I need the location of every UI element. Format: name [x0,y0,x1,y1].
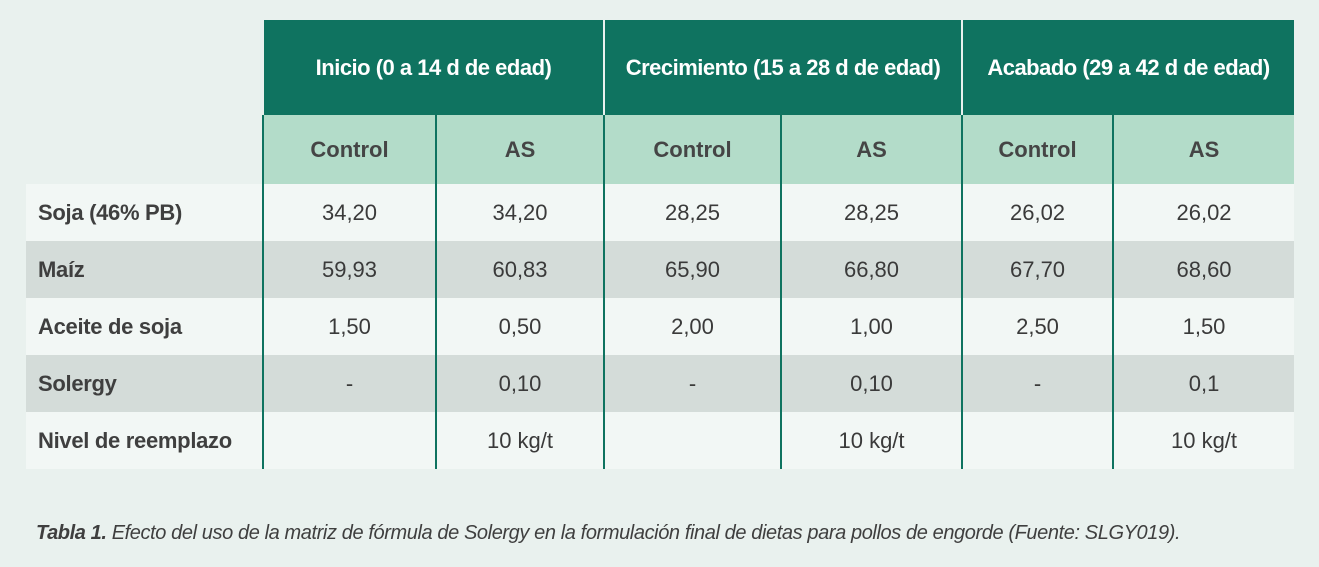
table-cell [262,412,436,469]
table-cell: 0,10 [779,355,963,412]
subheader-as: AS [435,115,604,184]
subheader-as: AS [1112,115,1295,184]
row-label: Aceite de soja [26,298,263,355]
table-row: Maíz 59,93 60,83 65,90 66,80 67,70 68,60 [26,241,1295,298]
table-cell: 67,70 [961,241,1114,298]
table-cell: - [961,355,1114,412]
table-cell: 59,93 [262,241,436,298]
row-label: Nivel de reemplazo [26,412,263,469]
table-cell: 0,1 [1112,355,1295,412]
table-cell: 2,00 [603,298,781,355]
corner-cell [26,20,263,115]
row-label: Soja (46% PB) [26,184,263,241]
subheader-row: Control AS Control AS Control AS [26,115,1295,184]
subheader-control: Control [961,115,1114,184]
table-cell: 0,10 [435,355,604,412]
group-header-crecimiento: Crecimiento (15 a 28 d de edad) [602,20,963,115]
subheader-control: Control [262,115,436,184]
table-cell: 34,20 [435,184,604,241]
table-cell: 1,50 [1112,298,1295,355]
corner-cell [26,115,263,184]
table-cell: 1,50 [262,298,436,355]
group-header-row: Inicio (0 a 14 d de edad) Crecimiento (1… [26,20,1295,115]
group-header-acabado: Acabado (29 a 42 d de edad) [961,20,1295,115]
table-cell: 28,25 [603,184,781,241]
table-cell: - [603,355,781,412]
table-cell: 65,90 [603,241,781,298]
table-caption: Tabla 1. Efecto del uso de la matriz de … [36,522,1181,545]
table-row: Soja (46% PB) 34,20 34,20 28,25 28,25 26… [26,184,1295,241]
table-cell: 10 kg/t [779,412,963,469]
row-label: Maíz [26,241,263,298]
table-cell: 28,25 [779,184,963,241]
caption-label: Tabla 1. [36,522,107,544]
table-row: Nivel de reemplazo 10 kg/t 10 kg/t 10 kg… [26,412,1295,469]
table-cell: 0,50 [435,298,604,355]
table-cell [603,412,781,469]
table-cell: 1,00 [779,298,963,355]
table-cell: 26,02 [1112,184,1295,241]
table-cell: 10 kg/t [435,412,604,469]
row-label: Solergy [26,355,263,412]
table-cell: - [262,355,436,412]
table-cell: 60,83 [435,241,604,298]
caption-text: Efecto del uso de la matriz de fórmula d… [111,522,1181,544]
table-row: Solergy - 0,10 - 0,10 - 0,1 [26,355,1295,412]
table-cell: 2,50 [961,298,1114,355]
table-cell: 66,80 [779,241,963,298]
table-cell: 10 kg/t [1112,412,1295,469]
table-cell: 68,60 [1112,241,1295,298]
subheader-as: AS [779,115,963,184]
group-header-inicio: Inicio (0 a 14 d de edad) [262,20,604,115]
table-cell [961,412,1114,469]
table-cell: 26,02 [961,184,1114,241]
diet-formulation-table: Inicio (0 a 14 d de edad) Crecimiento (1… [26,20,1295,469]
subheader-control: Control [603,115,781,184]
table-row: Aceite de soja 1,50 0,50 2,00 1,00 2,50 … [26,298,1295,355]
table-cell: 34,20 [262,184,436,241]
